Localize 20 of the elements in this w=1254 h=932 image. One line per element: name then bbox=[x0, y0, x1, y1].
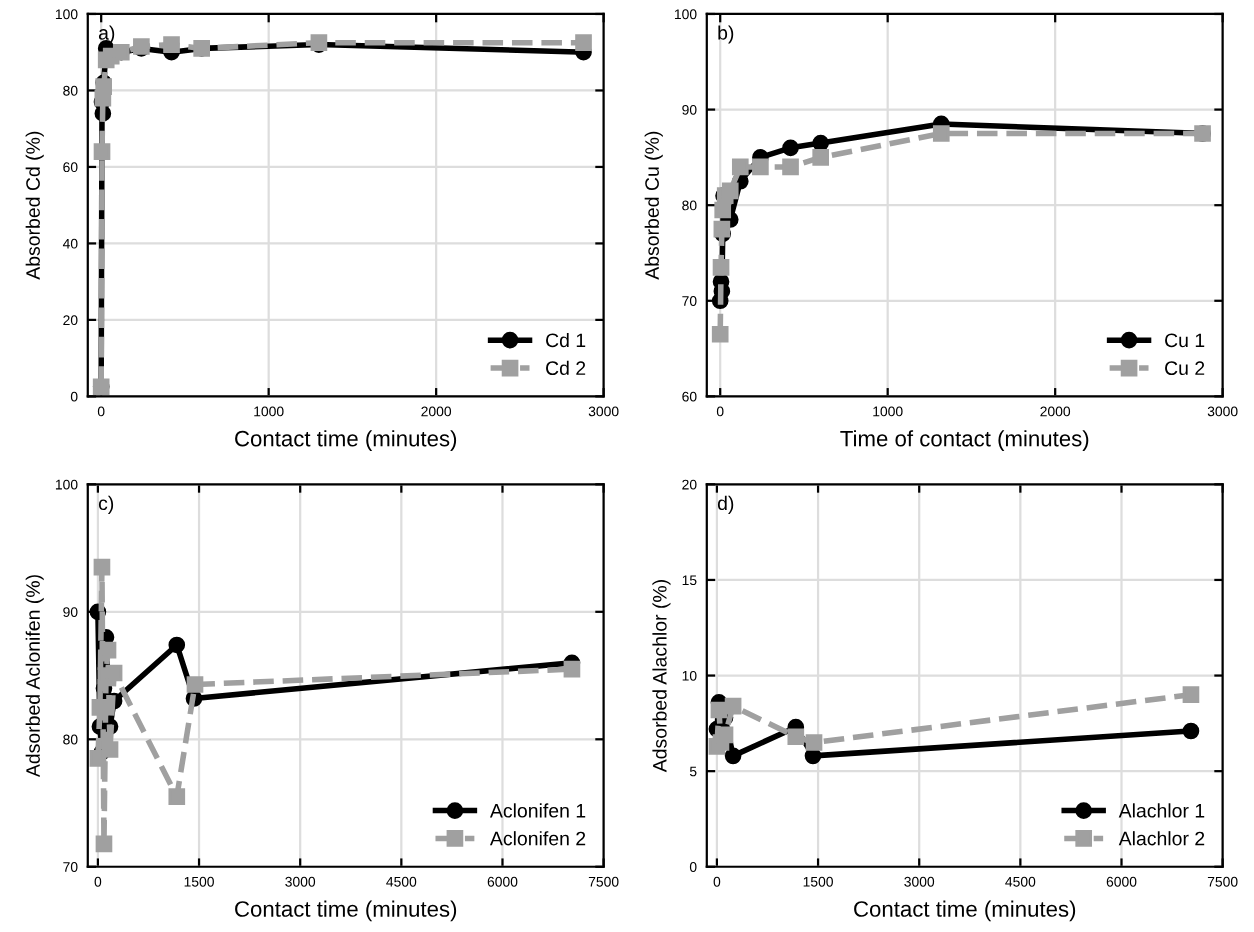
legend-label: Cd 2 bbox=[546, 360, 586, 376]
annotation: c) bbox=[98, 495, 114, 514]
legend-label: Cu 2 bbox=[1165, 361, 1205, 376]
x-axis-title: Contact time (minutes) bbox=[235, 430, 457, 451]
annotation: d) bbox=[717, 495, 734, 514]
legend-label: Aclonifen 1 bbox=[489, 803, 586, 818]
annotation: a) bbox=[98, 25, 115, 44]
legend-label: Cd 1 bbox=[546, 332, 586, 348]
x-axis-title: Contact time (minutes) bbox=[854, 900, 1076, 922]
y-axis-title: Absorbed Cd (%) bbox=[25, 131, 44, 280]
legend-label: Alachlor 1 bbox=[1118, 803, 1205, 818]
y-axis-title: Absorbed Cu (%) bbox=[644, 131, 663, 280]
y-axis-title: Adsorbed Aclonifen (%) bbox=[25, 575, 44, 778]
x-axis-title: Contact time (minutes) bbox=[235, 900, 457, 922]
annotation: b) bbox=[718, 25, 734, 44]
x-axis-title: Time of contact (minutes) bbox=[840, 430, 1089, 451]
legend-label: Alachlor 2 bbox=[1118, 831, 1205, 846]
legend-label: Aclonifen 2 bbox=[489, 831, 586, 846]
legend-label: Cu 1 bbox=[1165, 333, 1205, 348]
y-axis-title: Adsorbed Alachlor (%) bbox=[652, 580, 671, 773]
